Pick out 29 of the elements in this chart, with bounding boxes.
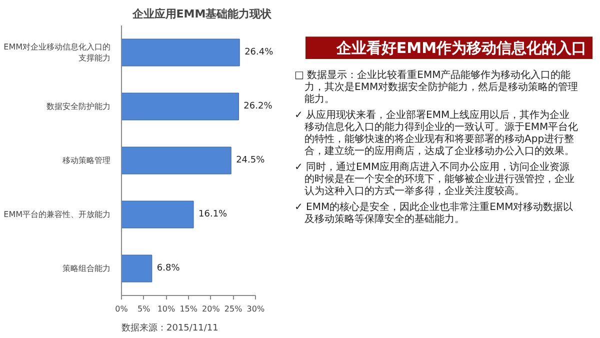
bar [122,200,194,228]
text: ✓ EMM的核心是安全，因此企业也非常注重EMM对移动数据以及移动策略等保障安全的基础能力。 [294,201,574,226]
bar [122,146,232,174]
x-tick-label: 10% [157,304,176,314]
y-tick-label: EMM平台的兼容性、开放能力 [4,210,110,219]
data-label: 6.8% [156,264,180,274]
y-tick-label: 数据安全防护能力 [46,102,110,111]
data-label: 24.5% [236,156,266,166]
x-tick-label: 25% [224,304,243,314]
data-label: 16.1% [198,210,228,220]
x-tick-label: 5% [138,304,151,314]
bar [122,92,239,120]
text: □ 数据显示：企业比较看重EMM产品能够作为移动化入口的能力，其次是EMM对数据安全防护能力，然后是移动策略的管理能力。 [294,69,578,106]
y-tick-label: 策略组合能力 [62,264,110,273]
bar [122,254,152,282]
bar [122,38,240,66]
y-tick-label: 移动策略管理 [62,156,110,165]
source-note: 数据来源：2015/11/11 [122,322,218,334]
chart-title: 企业应用EMM基础能力现状 [131,8,273,20]
text: ✓ 从应用现状来看，企业部署EMM上线应用以后，其作为企业移动信息化入口的能力得到企业的一致认可。源于EMM平台化的特性，能够快速的将企业现有和将要部署的移动App进行整合，建立统一的应用商店，达成了企业移动办公入口的效果。 [294,109,578,158]
x-tick-label: 15% [180,304,198,314]
text: 企业看好EMM作为移动信息化的入口 [335,38,587,57]
data-label: 26.2% [244,102,273,112]
y-tick-label: EMM对企业移动信息化入口的支撑能力 [4,42,110,62]
x-tick-label: 20% [202,304,220,314]
data-label: 26.4% [244,48,274,58]
x-tick-label: 30% [246,304,265,314]
text: ✓ 同时，通过EMM应用商店进入不同办公应用，访问企业资源的时候是在一个安全的环境下，能够被企业进行强管控，企业认为这种入口的方式一举多得，企业关注度较高。 [294,161,574,198]
x-tick-label: 0% [115,304,128,314]
